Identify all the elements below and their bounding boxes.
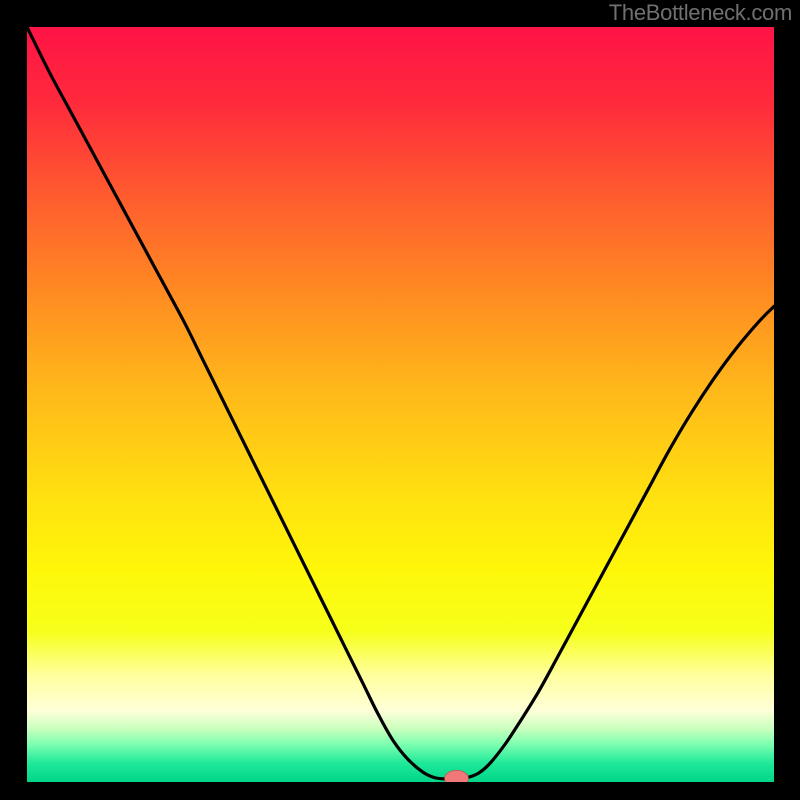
chart-svg (27, 27, 774, 782)
attribution-text: TheBottleneck.com (609, 0, 792, 26)
plot-area (27, 27, 774, 782)
chart-frame: TheBottleneck.com (0, 0, 800, 800)
chart-background (27, 27, 774, 782)
